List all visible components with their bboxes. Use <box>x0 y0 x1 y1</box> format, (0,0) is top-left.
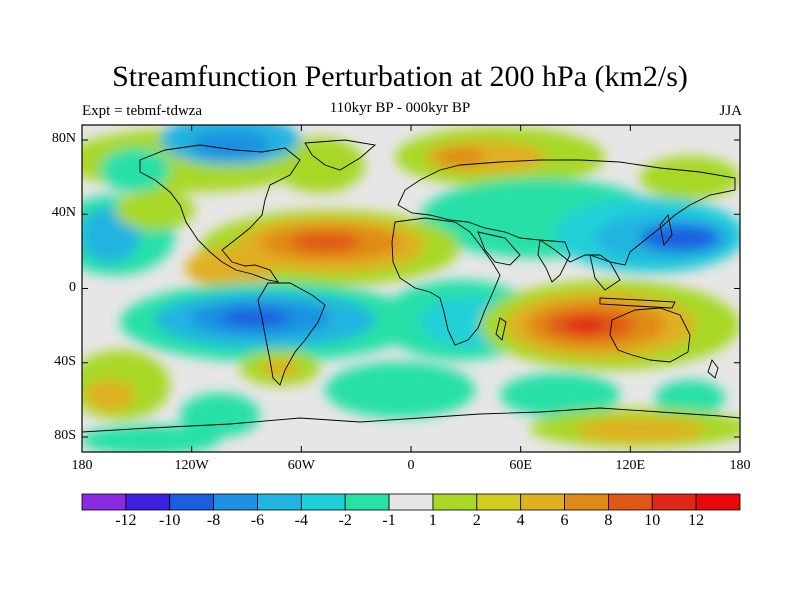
colorbar-label: -4 <box>294 512 308 529</box>
colorbar-swatch <box>564 493 609 511</box>
coastline-africa <box>391 217 501 346</box>
longitude-tick-label: 120E <box>615 458 646 473</box>
colorbar-label: -1 <box>382 512 396 529</box>
latitude-tick-label: 80S <box>54 428 76 443</box>
contour-region <box>190 131 270 159</box>
map-subtitle: 110kyr BP - 000kyr BP <box>329 100 471 116</box>
colorbar-label: 2 <box>472 512 481 529</box>
contour-region <box>290 232 360 252</box>
colorbar-label: 6 <box>560 512 569 529</box>
coastline-southeast-asia <box>589 254 621 291</box>
colorbar-label: -2 <box>338 512 352 529</box>
colorbar-swatch <box>344 493 390 511</box>
colorbar-label: 8 <box>604 512 613 529</box>
coastline-north-america <box>139 144 301 283</box>
colorbar-label: -6 <box>250 512 265 529</box>
contour-region <box>325 362 475 418</box>
coastline-india <box>537 239 571 283</box>
contour-region <box>565 317 605 333</box>
latitude-tick-label: 0 <box>69 279 76 295</box>
contour-region <box>575 418 705 442</box>
coastline-greenland <box>304 139 377 171</box>
contour-region <box>655 380 725 416</box>
contour-region <box>640 225 720 251</box>
longitude-tick-label: 0 <box>407 458 415 473</box>
longitude-tick-label: 60E <box>509 458 532 473</box>
colorbar-swatch <box>695 493 741 511</box>
contour-region <box>100 148 170 192</box>
coastline-arabia <box>477 231 521 266</box>
colorbar-swatch <box>520 493 565 511</box>
map-title: Streamfunction Perturbation at 200 hPa (… <box>112 60 688 93</box>
longitude-tick-label: 180 <box>71 458 93 473</box>
contour-region <box>500 373 620 417</box>
contour-region <box>185 248 275 288</box>
contour-region <box>275 137 365 193</box>
colorbar-swatch <box>81 493 127 511</box>
coastline-europe-asia <box>397 159 736 266</box>
colorbar-label: 1 <box>428 512 437 529</box>
colorbar-swatch <box>388 493 434 511</box>
latitude-tick-label: 80N <box>51 131 76 146</box>
longitude-tick-label: 120W <box>174 458 209 473</box>
experiment-label: Expt = tebmf-tdwza <box>82 103 203 119</box>
colorbar-swatch <box>169 493 215 511</box>
contour-region <box>115 190 195 230</box>
colorbar-swatch <box>432 493 478 511</box>
contour-region <box>260 360 300 376</box>
colorbar-swatch <box>257 493 302 511</box>
colorbar-label: -10 <box>159 512 181 529</box>
longitude-tick-label: 60W <box>287 458 315 473</box>
colorbar-swatch <box>125 493 171 511</box>
contour-region <box>180 393 260 437</box>
colorbar-swatch <box>608 493 653 511</box>
colorbar-label: 10 <box>644 512 661 529</box>
coastline-south-america <box>257 282 326 386</box>
coastline-antarctica <box>82 407 740 433</box>
season-label: JJA <box>719 103 742 119</box>
coastline-australia <box>609 307 691 363</box>
colorbar-swatch <box>651 493 697 511</box>
longitude-tick-label: 180 <box>729 458 751 473</box>
latitude-tick-label: 40N <box>51 205 76 221</box>
colorbar-swatch <box>213 493 258 511</box>
contour-region <box>220 309 290 327</box>
colorbar-label: 4 <box>516 512 525 529</box>
coastline-new-zealand <box>707 359 719 379</box>
colorbar-label: -8 <box>206 512 221 529</box>
coastline-indonesia <box>599 297 676 309</box>
contour-region <box>85 380 135 410</box>
contour-region <box>82 425 220 452</box>
axis-ticks <box>81 125 741 452</box>
colorbar-swatch <box>476 493 522 511</box>
colorbar-swatch <box>300 493 346 511</box>
colorbar-label: -12 <box>115 512 137 529</box>
contour-region <box>435 148 485 166</box>
colorbar-label: 12 <box>688 512 705 529</box>
coastlines <box>82 139 740 433</box>
latitude-tick-label: 40S <box>54 353 76 369</box>
contour-region <box>640 156 740 200</box>
coastline-japan <box>659 213 673 247</box>
coastline-madagascar <box>495 317 507 341</box>
